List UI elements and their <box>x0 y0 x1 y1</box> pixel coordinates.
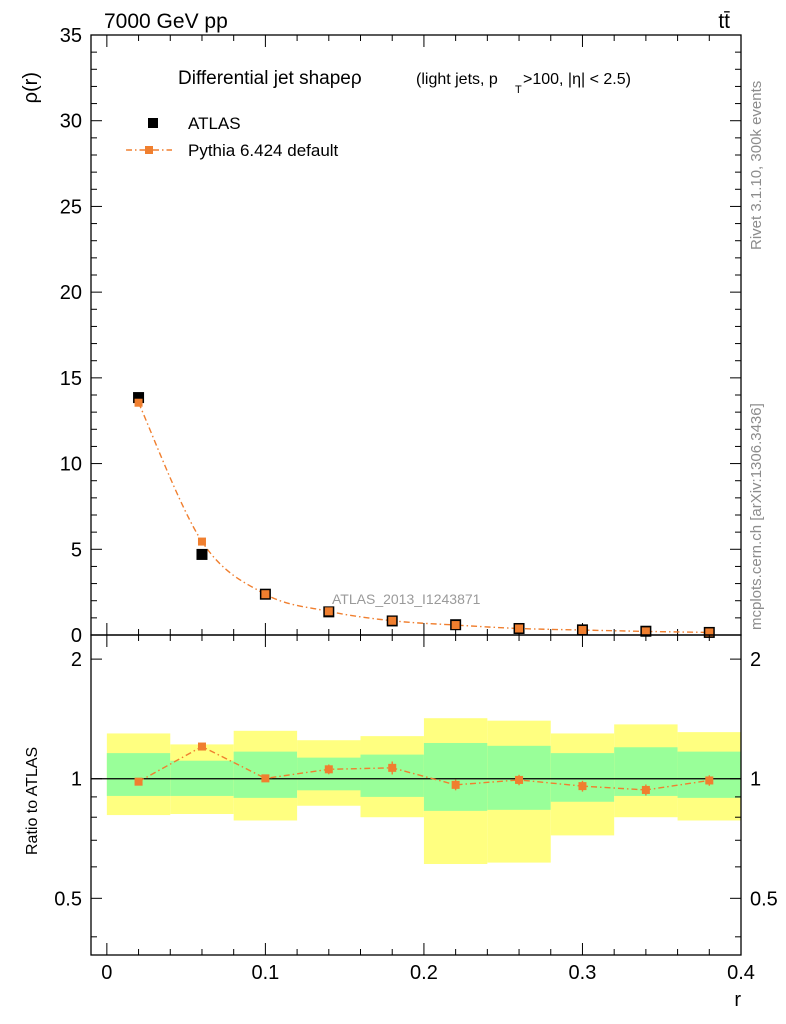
main-data <box>133 392 715 638</box>
ratio-stat-band <box>106 753 171 796</box>
main-title-text: Differential jet shapeρ <box>178 68 362 89</box>
ratio-pythia-point <box>197 742 206 751</box>
main-y-tick-label: 10 <box>60 454 82 476</box>
main-y-tick-label: 20 <box>60 282 82 304</box>
ratio-pythia-point <box>261 774 270 783</box>
rivet-label: Rivet 3.1.10, 300k events <box>748 81 765 250</box>
ratio-pythia-point <box>641 785 650 794</box>
ratio-x-tick-label: 0.3 <box>569 962 597 984</box>
ratio-x-tick-label: 0.4 <box>727 962 755 984</box>
ratio-pythia-point <box>515 775 524 784</box>
ratio-y-tick-label: 2 <box>71 649 82 671</box>
legend-pythia-label: Pythia 6.424 default <box>188 141 339 160</box>
main-title: Differential jet shapeρ (light jets, p T… <box>178 68 631 96</box>
ratio-frame <box>90 634 742 956</box>
ratio-xlabel: r <box>734 989 741 1011</box>
ratio-stat-band <box>550 753 615 802</box>
pythia-point <box>197 537 206 546</box>
pythia-point <box>515 624 524 633</box>
atlas-point <box>133 392 145 404</box>
legend: ATLAS Pythia 6.424 default <box>126 114 339 160</box>
ratio-pythia-line <box>138 745 710 791</box>
pythia-point <box>388 616 397 625</box>
ratio-stat-band <box>677 751 741 798</box>
main-panel: 0 5 10 15 20 25 30 35 ρ(r) Differential jet sha… <box>20 25 742 647</box>
ratio-pythia-point <box>451 780 460 789</box>
main-y-tick-label: 30 <box>60 111 82 133</box>
ratio-pythia-point <box>388 763 397 772</box>
main-ticks: 0 5 10 15 20 25 30 35 <box>60 25 742 647</box>
ratio-pythia-point <box>705 776 714 785</box>
main-y-tick-label: 25 <box>60 196 82 218</box>
main-ylabel: ρ(r) <box>20 72 42 103</box>
main-y-tick-label: 0 <box>71 625 82 647</box>
legend-atlas-label: ATLAS <box>188 114 241 133</box>
main-title-cut-sub: T <box>515 84 522 96</box>
ratio-data <box>134 742 714 796</box>
ratio-pythia-point <box>578 782 587 791</box>
ratio-x-tick-label: 0.1 <box>251 962 279 984</box>
main-y-tick-label: 15 <box>60 368 82 390</box>
ratio-stat-band <box>360 754 424 797</box>
pythia-point <box>578 626 587 635</box>
ratio-y-tick-label-right: 1 <box>750 769 761 791</box>
pythia-point <box>451 621 460 630</box>
analysis-watermark: ATLAS_2013_I1243871 <box>332 591 481 607</box>
mcplots-label: mcplots.cern.ch [arXiv:1306.3436] <box>748 403 765 630</box>
ratio-y-tick-label-right: 2 <box>750 649 761 671</box>
ratio-y-tick-label: 0.5 <box>54 888 82 910</box>
main-y-tick-label: 5 <box>71 539 82 561</box>
legend-atlas-marker <box>148 118 158 128</box>
main-title-cut-suffix: >100, |η| < 2.5) <box>523 71 631 88</box>
process-label: tt̄ <box>718 10 730 33</box>
pythia-point <box>134 398 143 407</box>
pythia-point <box>641 627 650 636</box>
ratio-stat-band <box>423 742 488 811</box>
ratio-ylabel: Ratio to ATLAS <box>24 747 41 855</box>
pythia-point <box>705 628 714 637</box>
ratio-y-tick-label: 1 <box>71 769 82 791</box>
atlas-point <box>196 548 208 560</box>
ratio-ticks: 0.5 0.5 1 1 2 2 0 0.1 0.2 0.3 0.4 <box>54 635 778 984</box>
ratio-pythia-point <box>134 777 143 786</box>
main-y-tick-label: 35 <box>60 25 82 47</box>
main-title-cut-prefix: (light jets, p <box>416 71 498 88</box>
pythia-point <box>324 607 333 616</box>
legend-pythia-marker <box>145 146 153 154</box>
pythia-point <box>261 590 270 599</box>
ratio-y-tick-label-right: 0.5 <box>750 888 778 910</box>
energy-label: 7000 GeV pp <box>104 10 228 33</box>
ratio-pythia-point <box>324 765 333 774</box>
ratio-x-tick-label: 0.2 <box>410 962 438 984</box>
ratio-x-tick-label: 0 <box>101 962 112 984</box>
ratio-panel: 0.5 0.5 1 1 2 2 0 0.1 0.2 0.3 0.4 Ratio to ATLAS r <box>24 634 778 1011</box>
